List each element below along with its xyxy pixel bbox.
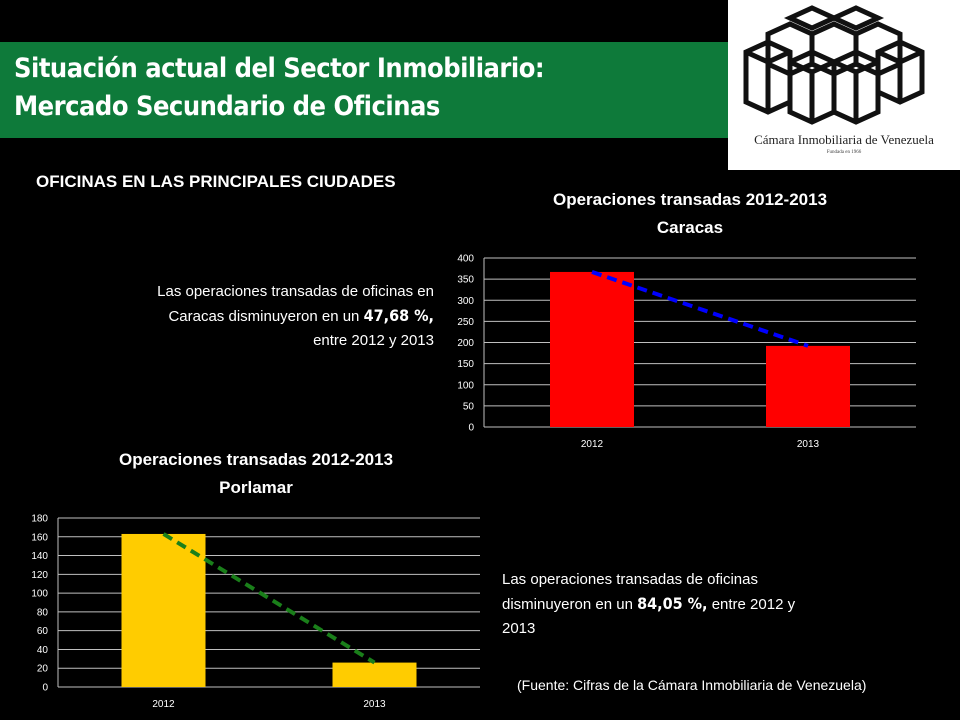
porlamar-paragraph: Las operaciones transadas de oficinas di… [502, 568, 902, 641]
caracas-y-tick-label: 100 [457, 380, 474, 391]
caracas-paragraph: Las operaciones transadas de oficinas en… [70, 280, 434, 353]
porlamar-bar-2013 [332, 662, 417, 687]
caracas-percentage: 47,68 %, [363, 306, 434, 325]
page-title: Situación actual del Sector Inmobiliario… [14, 50, 545, 126]
porlamar-text-line2: disminuyeron en un 84,05 %, entre 2012 y [502, 592, 902, 617]
caracas-x-tick-label: 2012 [581, 439, 604, 450]
porlamar-text-line3: 2013 [502, 620, 536, 637]
porlamar-y-tick-label: 140 [31, 551, 48, 562]
caracas-bar-2013 [766, 345, 850, 427]
porlamar-y-tick-label: 120 [31, 570, 48, 581]
caracas-text-line2-prefix: Caracas disminuyeron en un [168, 308, 364, 325]
caracas-bar-chart: 0 50 100 150 200 250 300 350 400 2012 2013 [457, 254, 916, 450]
porlamar-y-tick-label: 20 [37, 664, 49, 675]
source-note: (Fuente: Cifras de la Cámara Inmobiliari… [517, 677, 867, 693]
page-title-line2: Mercado Secundario de Oficinas [14, 91, 440, 122]
caracas-text-line2: Caracas disminuyeron en un 47,68 %, [70, 304, 434, 329]
caracas-text-line1: Las operaciones transadas de oficinas en [157, 283, 434, 300]
cubes-logo-icon [743, 5, 925, 125]
caracas-chart-title-line2: Caracas [656, 218, 724, 237]
porlamar-y-tick-label: 180 [31, 514, 48, 525]
porlamar-x-tick-label: 2012 [152, 699, 175, 710]
page-title-line1: Situación actual del Sector Inmobiliario… [14, 53, 545, 84]
porlamar-chart-title-line2: Porlamar [219, 478, 293, 497]
porlamar-y-tick-label: 0 [42, 683, 48, 694]
porlamar-bar-2012 [121, 533, 206, 687]
caracas-trendline [591, 270, 809, 348]
section-heading: OFICINAS EN LAS PRINCIPALES CIUDADES [36, 172, 396, 191]
porlamar-y-tick-label: 60 [37, 626, 49, 637]
logo: Cámara Inmobiliaria de Venezuela Fundada… [728, 0, 960, 170]
porlamar-bar-chart: 0 20 40 60 80 100 120 140 160 180 2012 2013 [31, 514, 480, 710]
title-banner [0, 42, 728, 138]
porlamar-y-tick-label: 40 [37, 645, 49, 656]
porlamar-y-tick-label: 80 [37, 607, 49, 618]
porlamar-y-tick-label: 160 [31, 532, 48, 543]
porlamar-chart-title-line1: Operaciones transadas 2012-2013 [118, 450, 394, 469]
logo-name: Cámara Inmobiliaria de Venezuela [754, 132, 934, 147]
caracas-x-tick-label: 2013 [797, 439, 820, 450]
caracas-bar-2012 [550, 271, 634, 427]
porlamar-chart-title: Operaciones transadas 2012-2013 Porlamar [40, 446, 472, 502]
caracas-y-tick-label: 350 [457, 275, 474, 286]
porlamar-x-tick-label: 2013 [363, 699, 386, 710]
porlamar-y-tick-label: 100 [31, 589, 48, 600]
caracas-y-tick-label: 150 [457, 359, 474, 370]
caracas-y-tick-label: 300 [457, 296, 474, 307]
porlamar-percentage: 84,05 %, [637, 594, 708, 613]
porlamar-text-line2-prefix: disminuyeron en un [502, 596, 638, 613]
caracas-y-tick-label: 400 [457, 254, 474, 265]
caracas-y-tick-label: 250 [457, 317, 474, 328]
caracas-chart-title-line1: Operaciones transadas 2012-2013 [552, 190, 828, 209]
logo-founded: Fundada en 1966 [826, 150, 862, 155]
porlamar-text-line2-suffix: entre 2012 y [707, 596, 796, 613]
porlamar-text-line1: Las operaciones transadas de oficinas [502, 571, 758, 588]
caracas-text-line3: entre 2012 y 2013 [313, 332, 434, 349]
caracas-y-tick-label: 200 [457, 338, 474, 349]
caracas-y-tick-label: 50 [463, 401, 475, 412]
porlamar-trendline [162, 532, 376, 665]
caracas-y-tick-label: 0 [468, 423, 474, 434]
caracas-chart-title: Operaciones transadas 2012-2013 Caracas [470, 186, 910, 242]
